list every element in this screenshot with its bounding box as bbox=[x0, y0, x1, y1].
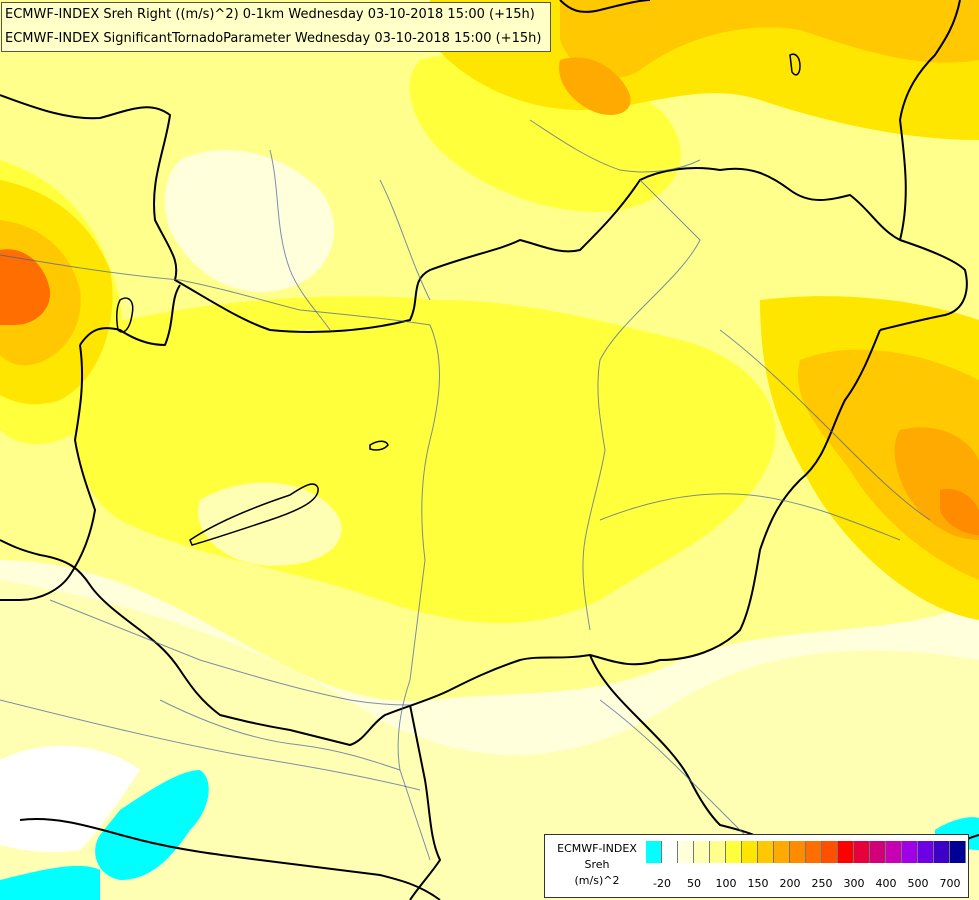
legend-swatch bbox=[774, 841, 790, 863]
legend-title: ECMWF-INDEX Sreh (m/s)^2 bbox=[549, 841, 645, 889]
legend-swatch bbox=[790, 841, 806, 863]
legend-swatch bbox=[918, 841, 934, 863]
border-south bbox=[409, 654, 771, 900]
border-north-center bbox=[559, 0, 651, 13]
legend-swatch bbox=[710, 841, 726, 863]
river-drava bbox=[49, 599, 411, 706]
legend-tick-label: 300 bbox=[843, 877, 865, 890]
river-north-1 bbox=[269, 149, 331, 331]
river-sava bbox=[0, 699, 421, 791]
legend-title-line3: (m/s)^2 bbox=[574, 874, 620, 887]
field-orange-west bbox=[0, 249, 51, 325]
field-white-south bbox=[0, 746, 140, 853]
river-north-3 bbox=[529, 119, 701, 173]
river-se bbox=[599, 699, 761, 851]
legend-swatch bbox=[950, 841, 966, 863]
border-west-divide bbox=[0, 284, 181, 601]
map-title-line2: ECMWF-INDEX SignificantTornadoParameter … bbox=[5, 31, 542, 46]
legend-swatch bbox=[854, 841, 870, 863]
legend-swatch bbox=[742, 841, 758, 863]
legend-tick-label: 200 bbox=[779, 877, 801, 890]
legend-swatch bbox=[902, 841, 918, 863]
river-north-2 bbox=[379, 179, 431, 301]
legend-swatch bbox=[726, 841, 742, 863]
river-sw bbox=[159, 699, 401, 771]
legend-tick-label: 150 bbox=[747, 877, 769, 890]
legend-swatch bbox=[934, 841, 950, 863]
legend-swatch bbox=[838, 841, 854, 863]
lake-small-1 bbox=[369, 440, 389, 451]
field-amber-north bbox=[560, 0, 979, 79]
legend-ticks: -20 50 100 150 200 250 300 400 500 700 bbox=[646, 877, 966, 891]
lake-small-3 bbox=[789, 53, 801, 76]
legend-title-line2: Sreh bbox=[584, 858, 610, 871]
legend-tick-label: 100 bbox=[715, 877, 737, 890]
legend-swatch bbox=[678, 841, 694, 863]
legend-tick-label: 700 bbox=[939, 877, 961, 890]
legend-tick-label: -20 bbox=[653, 877, 671, 890]
legend-tick-label: 250 bbox=[811, 877, 833, 890]
color-legend: ECMWF-INDEX Sreh (m/s)^2 -20 50 100 150 200 2… bbox=[544, 834, 969, 898]
legend-swatch bbox=[806, 841, 822, 863]
rivers bbox=[0, 119, 931, 861]
map-title-line1: ECMWF-INDEX Sreh Right ((m/s)^2) 0-1km W… bbox=[5, 7, 535, 22]
river-tisza bbox=[582, 179, 701, 631]
legend-swatch bbox=[886, 841, 902, 863]
field-pale-north bbox=[164, 150, 335, 292]
legend-title-line1: ECMWF-INDEX bbox=[557, 842, 637, 855]
lake-balaton bbox=[189, 483, 319, 546]
legend-tick-label: 50 bbox=[687, 877, 701, 890]
legend-swatch bbox=[758, 841, 774, 863]
legend-swatches bbox=[646, 841, 966, 863]
field-orange-north bbox=[559, 57, 631, 115]
legend-swatch bbox=[870, 841, 886, 863]
lake-small-2 bbox=[115, 297, 134, 333]
field-neg-southwest-2 bbox=[0, 865, 100, 900]
field-neg-southwest bbox=[95, 770, 209, 880]
legend-swatch bbox=[646, 841, 662, 863]
border-main-east bbox=[0, 329, 881, 746]
border-southwest bbox=[19, 818, 441, 900]
legend-tick-label: 400 bbox=[875, 877, 897, 890]
river-east-2 bbox=[599, 493, 901, 541]
border-north-east bbox=[899, 0, 961, 241]
river-east-1 bbox=[719, 329, 931, 521]
field-deep-orange-east bbox=[940, 489, 979, 535]
field-light-south bbox=[0, 580, 979, 900]
river-danube bbox=[0, 254, 440, 861]
legend-swatch bbox=[694, 841, 710, 863]
legend-swatch bbox=[822, 841, 838, 863]
field-pale-lake bbox=[198, 482, 342, 566]
map-title-box: ECMWF-INDEX Sreh Right ((m/s)^2) 0-1km W… bbox=[1, 2, 551, 52]
legend-tick-label: 500 bbox=[907, 877, 929, 890]
legend-swatch bbox=[662, 841, 678, 863]
